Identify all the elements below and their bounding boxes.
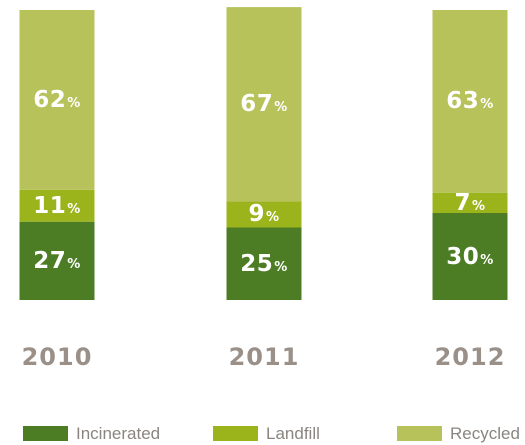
data-label-landfill-2012: 7% [454,189,486,216]
legend-label-landfill: Landfill [266,424,320,443]
bar-landfill-2011 [226,201,302,228]
legend-label-recycled: Recycled [450,424,520,443]
legend: Incinerated Landfill Recycled [0,424,525,445]
bar-recycled-2011 [226,7,302,202]
legend-item-landfill: Landfill [213,424,320,445]
bar-landfill-2010 [19,189,95,222]
bar-landfill-2012 [432,192,508,213]
data-label-recycled-2011: 67% [240,91,288,118]
legend-label-incinerated: Incinerated [76,424,161,443]
data-label-landfill-2011: 9% [248,201,280,228]
x-tick-label-2012: 2012 [434,343,506,371]
data-label-incinerated-2012: 30% [446,243,494,270]
data-label-recycled-2010: 62% [33,86,81,113]
legend-swatch-recycled [397,426,442,441]
x-tick-label-2010: 2010 [21,343,93,371]
data-label-incinerated-2011: 25% [240,250,288,277]
legend-swatch-incinerated [23,426,68,441]
bar-recycled-2010 [19,10,95,190]
legend-item-recycled: Recycled [397,424,520,445]
data-label-recycled-2012: 63% [446,88,494,115]
bar-incinerated-2010 [19,221,95,300]
x-tick-label-2011: 2011 [228,343,300,371]
bar-incinerated-2011 [226,227,302,300]
legend-item-incinerated: Incinerated [23,424,160,445]
data-label-incinerated-2010: 27% [33,247,81,274]
bar-incinerated-2012 [432,213,508,300]
legend-swatch-landfill [213,426,258,441]
bar-recycled-2012 [432,10,508,193]
data-label-landfill-2010: 11% [33,192,81,219]
